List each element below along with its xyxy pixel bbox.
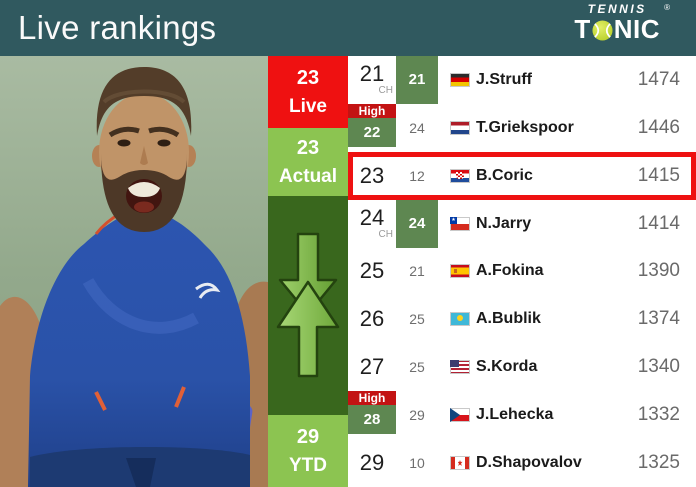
secondary-rank-cell: 24 (409, 119, 425, 136)
actual-rank-label: Actual (278, 165, 338, 187)
player-name: A.Bublik (476, 310, 541, 328)
table-row: High 22 24 T.Griekspoor 1446 (348, 103, 696, 152)
points-value: 1340 (637, 356, 680, 378)
flag-icon (450, 120, 470, 135)
player-name: A.Fokina (476, 262, 544, 280)
live-rank-cell: High 26 (348, 295, 396, 343)
player-name: J.Struff (476, 70, 532, 88)
summary-column: 23 Live 23 Actual (268, 56, 348, 487)
player-name: S.Korda (476, 358, 538, 376)
flag-icon (450, 72, 470, 87)
player-name: B.Coric (476, 166, 533, 184)
live-rank-value: 23 (296, 66, 320, 89)
points-value: 1374 (637, 308, 680, 330)
points-value: 1446 (637, 116, 680, 138)
rank-number: 29 (359, 449, 385, 475)
secondary-rank-cell: 10 (409, 454, 425, 471)
table-row: High 28 29 J.Lehecka 1332 (348, 391, 696, 439)
flag-icon (450, 455, 470, 470)
live-rank-cell: High 21 CH (348, 56, 396, 104)
ytd-rank-value: 29 (296, 425, 320, 448)
rankings-table: High 21 CH 21 J.Struff 1474 High 22 24 (348, 56, 696, 487)
flag-icon (450, 408, 470, 423)
high-badge: High (348, 391, 396, 406)
flag-icon (450, 264, 470, 279)
points-value: 1415 (637, 164, 680, 186)
table-row: High 26 25 A.Bublik 1374 (348, 295, 696, 343)
rank-number: 21 (359, 61, 385, 87)
flag-icon (450, 312, 470, 327)
flag-icon (450, 360, 470, 375)
secondary-rank-cell: 12 (409, 167, 425, 184)
ytd-rank-label: YTD (289, 454, 327, 476)
brand-bottom-text: T NIC (574, 16, 660, 42)
brand-logo: ® TENNIS T NIC (574, 2, 670, 42)
points-value: 1325 (637, 451, 680, 473)
live-rank-label: Live (288, 95, 328, 117)
career-high-label: CH (378, 85, 393, 97)
page-title: Live rankings (18, 9, 217, 46)
points-value: 1474 (637, 68, 680, 90)
table-row: High 27 25 S.Korda 1340 (348, 343, 696, 391)
live-rank-cell: High 29 (348, 439, 396, 487)
points-value: 1414 (637, 212, 680, 234)
rank-number: 28 (348, 405, 396, 435)
points-value: 1390 (637, 260, 680, 282)
secondary-rank-cell: 21 (396, 56, 438, 104)
secondary-rank-cell: 25 (409, 311, 425, 328)
secondary-rank-cell: 24 (396, 199, 438, 248)
player-name: J.Lehecka (476, 406, 554, 424)
live-rank-cell: High 25 (348, 248, 396, 296)
career-high-label: CH (378, 229, 393, 241)
rank-number: 23 (359, 162, 385, 188)
secondary-rank-cell: 29 (409, 407, 425, 424)
live-rank-cell: High 28 (348, 391, 396, 439)
rank-number: 27 (359, 354, 385, 380)
tennis-ball-icon (592, 19, 613, 41)
rank-number: 25 (359, 258, 385, 284)
high-badge: High (348, 103, 396, 118)
live-rank-cell: High 24 CH (348, 200, 396, 248)
header: Live rankings ® TENNIS T (0, 0, 696, 56)
flag-icon (450, 216, 470, 231)
ytd-rank-box: 29 YTD (268, 415, 348, 487)
brand-letter-t: T (574, 14, 591, 44)
secondary-rank-cell: 21 (409, 263, 425, 280)
table-row-highlighted: High 23 12 B.Coric 1415 (348, 151, 696, 200)
brand-top-text: TENNIS (587, 2, 647, 16)
rank-number: 26 (359, 306, 385, 332)
brand-letters-nic: NIC (613, 14, 660, 44)
player-name: D.Shapovalov (476, 453, 582, 471)
secondary-rank-cell: 25 (409, 359, 425, 376)
registered-mark: ® (664, 3, 670, 12)
player-name: T.Griekspoor (476, 118, 574, 136)
rank-number: 22 (348, 117, 396, 147)
actual-rank-value: 23 (296, 136, 320, 159)
player-photo (0, 56, 268, 487)
table-row: High 24 CH 24 N.Jarry 1414 (348, 199, 696, 248)
points-value: 1332 (637, 404, 680, 426)
table-row: High 21 CH 21 J.Struff 1474 (348, 56, 696, 104)
actual-rank-box: 23 Actual (268, 128, 348, 196)
table-row: High 25 21 A.Fokina 1390 (348, 248, 696, 296)
live-rank-box: 23 Live (268, 56, 348, 128)
rank-number: 24 (359, 205, 385, 231)
live-rank-cell: High 23 (348, 152, 396, 200)
live-rank-cell: High 22 (348, 103, 396, 152)
player-name: N.Jarry (476, 214, 532, 232)
live-rank-cell: High 27 (348, 343, 396, 391)
table-row: High 29 10 D.Shapovalov 1325 (348, 439, 696, 487)
flag-icon (450, 168, 470, 183)
down-up-arrows-icon (276, 232, 340, 378)
rank-movement-panel (268, 196, 348, 415)
